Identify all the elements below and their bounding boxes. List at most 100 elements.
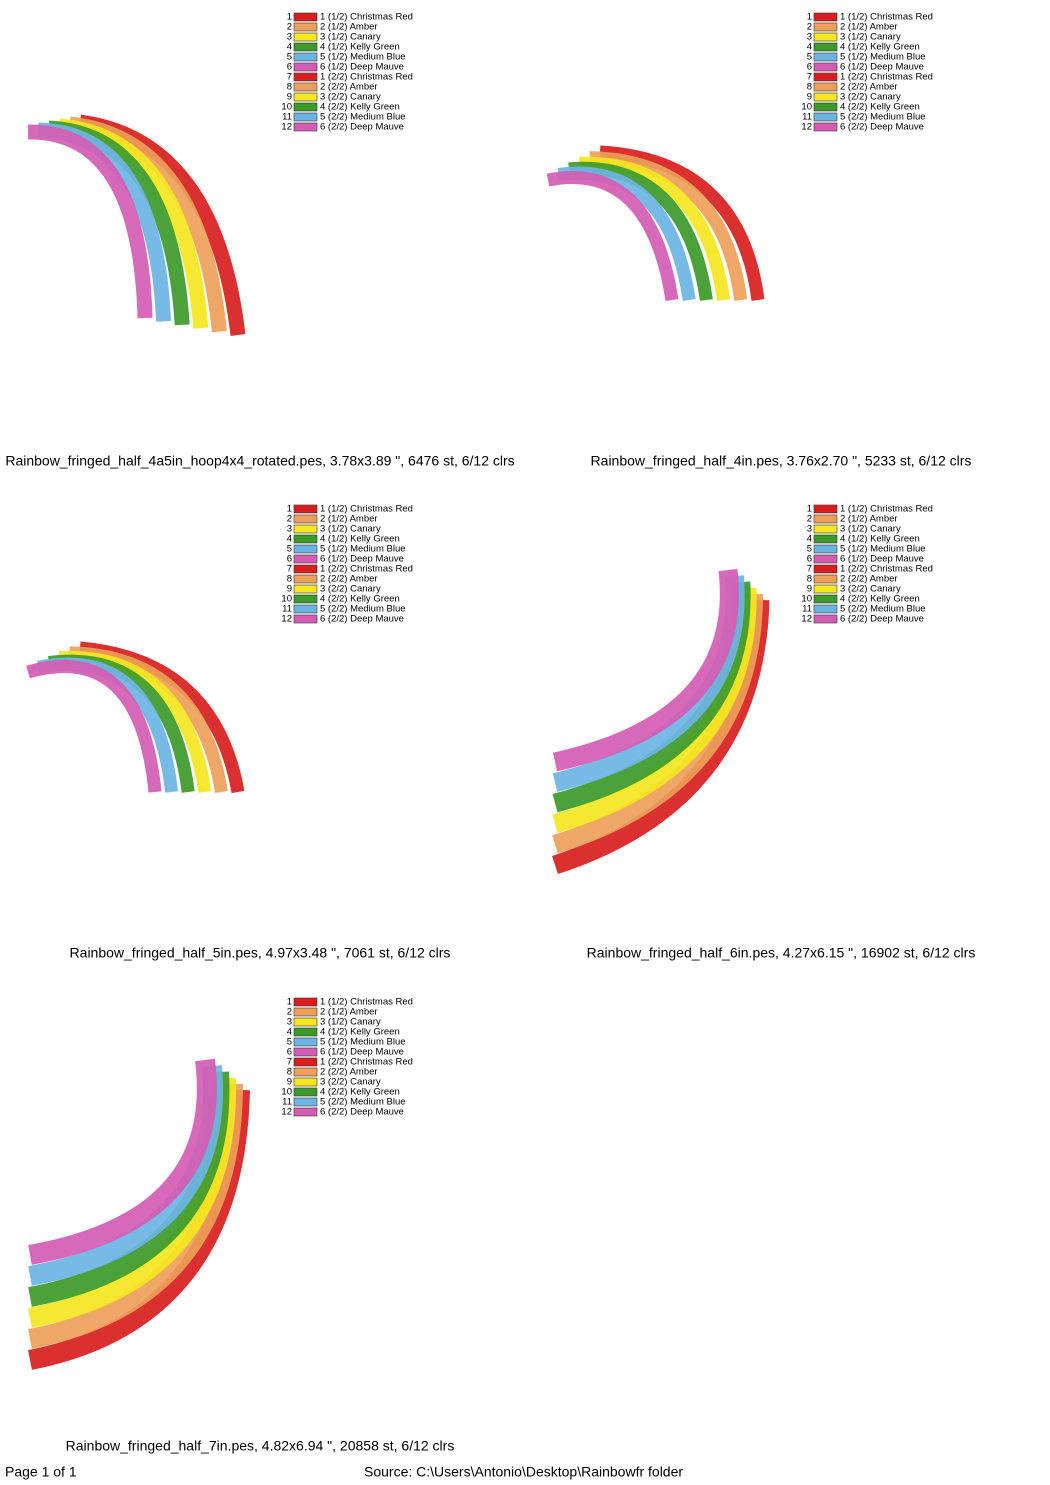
color-label: 6 (1/2) Deep Mauve: [320, 1047, 404, 1058]
color-index: 3: [287, 32, 292, 43]
design-caption: Rainbow_fringed_half_4a5in_hoop4x4_rotat…: [5, 453, 514, 469]
color-swatch: [293, 544, 318, 554]
color-swatch: [813, 22, 838, 32]
color-index: 3: [807, 524, 812, 535]
color-label: 3 (1/2) Canary: [320, 1017, 381, 1028]
color-label: 6 (2/2) Deep Mauve: [840, 614, 924, 625]
color-label: 4 (2/2) Kelly Green: [840, 594, 920, 605]
color-swatch: [293, 1037, 318, 1047]
color-index: 11: [802, 604, 812, 615]
color-index: 3: [807, 32, 812, 43]
color-index: 3: [287, 1017, 292, 1028]
design-caption: Rainbow_fringed_half_7in.pes, 4.82x6.94 …: [66, 1438, 455, 1454]
color-label: 3 (2/2) Canary: [320, 584, 381, 595]
color-label: 6 (1/2) Deep Mauve: [320, 62, 404, 73]
design-caption: Rainbow_fringed_half_6in.pes, 4.27x6.15 …: [587, 945, 976, 961]
color-label: 5 (1/2) Medium Blue: [840, 544, 926, 555]
color-index: 2: [287, 22, 292, 33]
color-swatch: [293, 614, 318, 624]
color-index: 7: [287, 1057, 292, 1068]
color-index: 12: [281, 122, 292, 133]
color-swatch: [293, 554, 318, 564]
color-label: 5 (1/2) Medium Blue: [320, 52, 406, 63]
color-label: 6 (2/2) Deep Mauve: [320, 122, 404, 133]
color-swatch: [293, 1087, 318, 1097]
color-swatch: [293, 122, 318, 132]
color-swatch: [813, 92, 838, 102]
color-index: 7: [807, 72, 812, 83]
color-label: 4 (2/2) Kelly Green: [320, 102, 400, 113]
color-label: 5 (2/2) Medium Blue: [840, 604, 926, 615]
color-index: 5: [287, 544, 292, 555]
color-index: 10: [281, 594, 292, 605]
color-label: 5 (2/2) Medium Blue: [320, 604, 406, 615]
color-label: 3 (2/2) Canary: [840, 92, 901, 103]
color-index: 9: [287, 1077, 292, 1088]
color-index: 7: [287, 564, 292, 575]
color-swatch: [813, 564, 838, 574]
color-swatch: [813, 514, 838, 524]
color-index: 2: [287, 1007, 292, 1018]
color-swatch: [293, 594, 318, 604]
color-label: 1 (1/2) Christmas Red: [320, 504, 413, 515]
color-label: 5 (2/2) Medium Blue: [840, 112, 926, 123]
color-swatch: [813, 72, 838, 82]
color-index: 8: [287, 82, 292, 93]
color-swatch: [813, 122, 838, 132]
color-swatch: [293, 52, 318, 62]
color-index: 11: [282, 1097, 292, 1108]
source-path: Source: C:\Users\Antonio\Desktop\Rainbow…: [364, 1464, 683, 1480]
color-swatch: [293, 574, 318, 584]
rainbow-band: [28, 1058, 217, 1265]
color-index: 9: [807, 92, 812, 103]
color-swatch: [293, 112, 318, 122]
color-index: 2: [807, 514, 812, 525]
color-swatch: [293, 1057, 318, 1067]
color-label: 6 (1/2) Deep Mauve: [320, 554, 404, 565]
color-label: 2 (2/2) Amber: [840, 574, 898, 585]
color-label: 5 (1/2) Medium Blue: [320, 544, 406, 555]
color-label: 2 (2/2) Amber: [840, 82, 898, 93]
color-swatch: [293, 534, 318, 544]
color-label: 3 (2/2) Canary: [840, 584, 901, 595]
color-index: 1: [287, 12, 292, 23]
color-label: 4 (2/2) Kelly Green: [320, 1087, 400, 1098]
color-index: 11: [802, 112, 812, 123]
color-label: 2 (1/2) Amber: [320, 1007, 378, 1018]
color-swatch: [293, 1107, 318, 1117]
color-index: 4: [287, 534, 292, 545]
color-swatch: [293, 1007, 318, 1017]
color-label: 6 (2/2) Deep Mauve: [320, 1107, 404, 1118]
color-index: 7: [807, 564, 812, 575]
color-swatch: [293, 1047, 318, 1057]
color-label: 3 (2/2) Canary: [320, 1077, 381, 1088]
color-label: 5 (1/2) Medium Blue: [320, 1037, 406, 1048]
color-swatch: [813, 604, 838, 614]
color-index: 6: [807, 62, 812, 73]
color-label: 1 (1/2) Christmas Red: [840, 504, 933, 515]
color-swatch: [813, 574, 838, 584]
color-index: 1: [287, 997, 292, 1008]
color-index: 10: [281, 102, 292, 113]
color-index: 4: [807, 534, 812, 545]
color-label: 1 (1/2) Christmas Red: [320, 12, 413, 23]
color-label: 2 (2/2) Amber: [320, 574, 378, 585]
color-swatch: [293, 92, 318, 102]
color-swatch: [293, 564, 318, 574]
color-label: 1 (2/2) Christmas Red: [840, 564, 933, 575]
color-label: 4 (1/2) Kelly Green: [840, 42, 920, 53]
color-label: 1 (2/2) Christmas Red: [320, 1057, 413, 1068]
color-index: 9: [287, 584, 292, 595]
color-swatch: [813, 594, 838, 604]
color-swatch: [813, 554, 838, 564]
color-index: 8: [287, 1067, 292, 1078]
page-number: Page 1 of 1: [5, 1464, 77, 1480]
color-label: 1 (1/2) Christmas Red: [840, 12, 933, 23]
color-swatch: [293, 604, 318, 614]
color-label: 6 (1/2) Deep Mauve: [840, 62, 924, 73]
design-caption: Rainbow_fringed_half_5in.pes, 4.97x3.48 …: [70, 945, 451, 961]
color-label: 5 (2/2) Medium Blue: [320, 1097, 406, 1108]
color-label: 2 (1/2) Amber: [320, 22, 378, 33]
color-index: 12: [801, 614, 812, 625]
color-index: 12: [281, 614, 292, 625]
